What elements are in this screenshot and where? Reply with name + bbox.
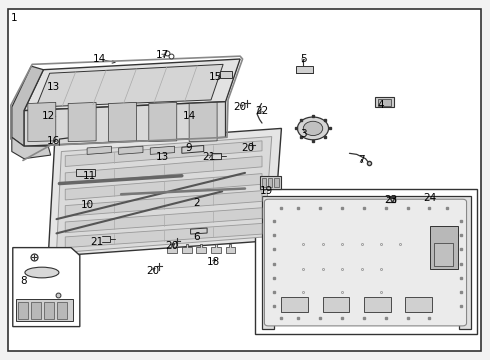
Text: 10: 10 <box>80 200 94 210</box>
Bar <box>262 178 266 188</box>
Bar <box>16 299 73 320</box>
Ellipse shape <box>25 267 59 278</box>
Text: 12: 12 <box>42 111 55 121</box>
Circle shape <box>303 121 323 135</box>
Text: 22: 22 <box>255 105 269 116</box>
Text: 14: 14 <box>182 111 196 121</box>
Circle shape <box>297 117 329 140</box>
Polygon shape <box>262 196 471 329</box>
Polygon shape <box>182 244 192 253</box>
Text: 20: 20 <box>241 143 254 153</box>
Text: 19: 19 <box>260 186 273 196</box>
Bar <box>45 302 54 319</box>
Text: 17: 17 <box>156 50 169 60</box>
Bar <box>76 168 96 176</box>
Text: 4: 4 <box>378 100 384 110</box>
Polygon shape <box>13 248 80 327</box>
Text: 3: 3 <box>300 129 307 139</box>
Polygon shape <box>167 244 177 253</box>
Polygon shape <box>65 174 262 200</box>
Bar <box>323 297 349 312</box>
Bar <box>31 302 41 319</box>
Text: 13: 13 <box>47 82 60 93</box>
Polygon shape <box>65 224 262 248</box>
FancyBboxPatch shape <box>265 199 466 326</box>
Bar <box>220 71 232 77</box>
Polygon shape <box>189 103 217 141</box>
Polygon shape <box>24 59 240 111</box>
Polygon shape <box>119 146 143 154</box>
Bar <box>296 66 313 73</box>
Polygon shape <box>108 103 136 141</box>
Text: 23: 23 <box>384 194 397 204</box>
Text: 20: 20 <box>234 102 246 112</box>
Bar <box>378 99 391 106</box>
Bar <box>274 178 278 188</box>
Text: 13: 13 <box>156 152 169 162</box>
Bar <box>434 243 453 266</box>
Bar <box>364 297 391 312</box>
Polygon shape <box>65 191 262 216</box>
Text: 5: 5 <box>300 54 307 64</box>
Text: 21: 21 <box>202 152 215 162</box>
Bar <box>18 302 28 319</box>
Text: 20: 20 <box>146 266 159 276</box>
Bar <box>57 302 67 319</box>
Polygon shape <box>150 146 174 154</box>
Polygon shape <box>87 146 111 154</box>
Text: 7: 7 <box>358 156 365 166</box>
Bar <box>405 297 432 312</box>
Bar <box>281 297 308 312</box>
Polygon shape <box>56 136 272 253</box>
Text: 18: 18 <box>207 257 220 267</box>
Bar <box>255 189 477 334</box>
Text: 16: 16 <box>47 136 60 146</box>
Text: 2: 2 <box>193 198 200 208</box>
Text: 9: 9 <box>186 143 193 153</box>
Text: 15: 15 <box>209 72 222 82</box>
Polygon shape <box>12 66 44 146</box>
Polygon shape <box>182 145 204 153</box>
Polygon shape <box>225 244 235 253</box>
Text: 6: 6 <box>193 232 200 242</box>
Text: 1: 1 <box>11 13 18 23</box>
Polygon shape <box>68 103 96 141</box>
Bar <box>260 176 281 189</box>
Polygon shape <box>196 244 206 253</box>
Text: 20: 20 <box>166 241 179 251</box>
Polygon shape <box>36 64 223 107</box>
Polygon shape <box>65 156 262 184</box>
Text: 24: 24 <box>423 193 436 203</box>
Polygon shape <box>211 244 220 253</box>
Polygon shape <box>12 137 50 159</box>
Text: 8: 8 <box>21 276 27 287</box>
Text: 21: 21 <box>90 237 103 247</box>
Polygon shape <box>149 103 177 141</box>
Text: 11: 11 <box>83 171 96 181</box>
Polygon shape <box>191 228 207 234</box>
Bar <box>268 178 272 188</box>
Polygon shape <box>65 141 262 166</box>
Polygon shape <box>24 102 225 146</box>
Bar <box>375 97 393 107</box>
Bar <box>430 226 458 269</box>
Polygon shape <box>28 103 56 141</box>
Polygon shape <box>48 129 281 257</box>
Text: 14: 14 <box>93 54 106 64</box>
Polygon shape <box>65 208 262 233</box>
